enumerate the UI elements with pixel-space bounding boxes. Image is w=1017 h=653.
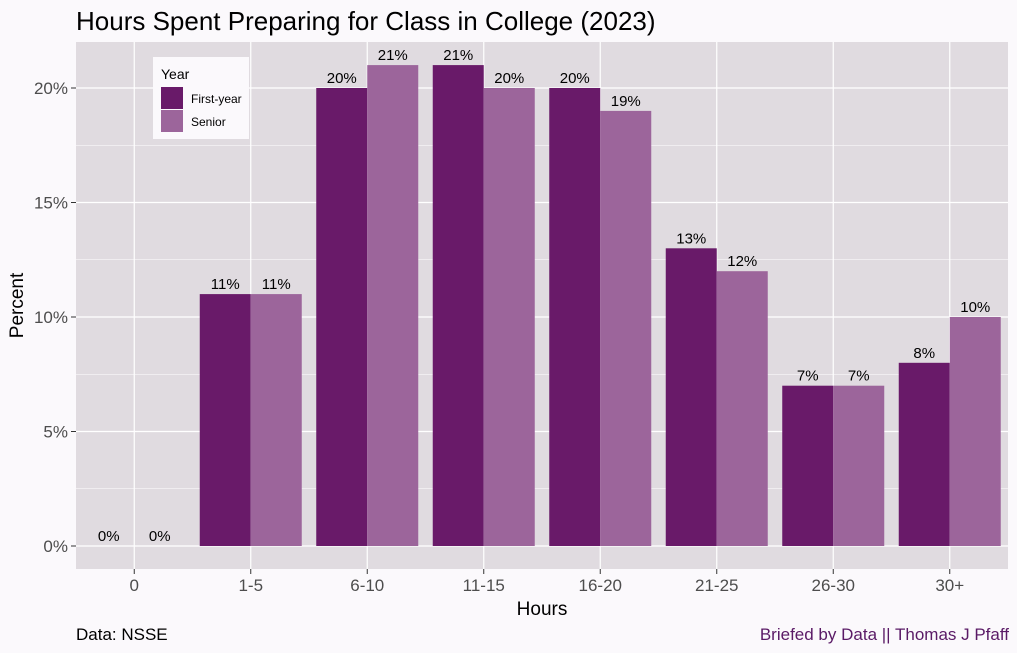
bar <box>432 65 484 546</box>
bar-value-label: 21% <box>378 47 408 64</box>
bar <box>949 317 1001 546</box>
bar-value-label: 20% <box>494 70 524 87</box>
bar <box>716 271 768 546</box>
x-tick-label: 6-10 <box>350 576 384 595</box>
axes: 0% 5% 10% 15% 20% 0 1-5 6-10 11-15 16-20 21-25 26-3… <box>34 79 964 595</box>
x-tick-label: 21-25 <box>695 576 738 595</box>
legend-title: Year <box>161 66 190 82</box>
data-source: Data: NSSE <box>76 625 168 644</box>
bar-value-label: 21% <box>443 47 473 64</box>
legend-swatch <box>161 110 183 132</box>
y-tick-label: 15% <box>34 194 68 213</box>
bar-value-label: 7% <box>848 368 870 385</box>
x-axis-label: Hours <box>517 599 568 620</box>
y-tick-label: 10% <box>34 308 68 327</box>
bar <box>367 65 419 546</box>
bar-value-label: 11% <box>211 276 240 293</box>
x-tick-label: 16-20 <box>579 576 622 595</box>
bar-value-label: 11% <box>262 276 291 293</box>
data-labels: 0% 0% 11% 11% 20% 21% 21% 20% 20% 19% 13% 12% 7% 7% 8%… <box>98 47 990 545</box>
bar <box>600 110 652 547</box>
credit-text: Briefed by Data || Thomas J Pfaff <box>759 625 1009 644</box>
x-tick-label: 11-15 <box>463 576 505 595</box>
bar <box>483 88 535 546</box>
bar-value-label: 0% <box>98 528 120 545</box>
bar <box>833 385 885 546</box>
bar-value-label: 7% <box>797 368 819 385</box>
bar-value-label: 20% <box>327 70 357 87</box>
x-tick-label: 30+ <box>935 576 964 595</box>
bar <box>898 362 950 546</box>
bar-value-label: 0% <box>149 528 171 545</box>
bar <box>199 294 251 546</box>
bar <box>665 248 717 547</box>
bar-value-label: 10% <box>960 299 990 316</box>
bar <box>250 294 302 546</box>
y-axis-label: Percent <box>7 272 28 338</box>
bar <box>549 88 601 546</box>
x-tick-label: 0 <box>130 576 139 595</box>
chart-title: Hours Spent Preparing for Class in Colle… <box>76 6 656 36</box>
bar-value-label: 12% <box>727 253 757 270</box>
bars <box>199 65 1001 547</box>
legend-label: First-year <box>191 92 242 106</box>
bar-value-label: 8% <box>913 345 935 362</box>
x-tick-label: 1-5 <box>238 576 263 595</box>
bar <box>782 385 834 546</box>
y-tick-label: 5% <box>43 423 68 442</box>
legend-swatch <box>161 87 183 109</box>
legend-label: Senior <box>191 115 226 129</box>
y-tick-label: 20% <box>34 79 68 98</box>
x-tick-label: 26-30 <box>812 576 855 595</box>
bar-value-label: 20% <box>560 70 590 87</box>
bar <box>316 88 368 546</box>
y-tick-label: 0% <box>43 537 68 556</box>
bar-value-label: 19% <box>611 93 641 110</box>
bar-value-label: 13% <box>676 230 706 247</box>
